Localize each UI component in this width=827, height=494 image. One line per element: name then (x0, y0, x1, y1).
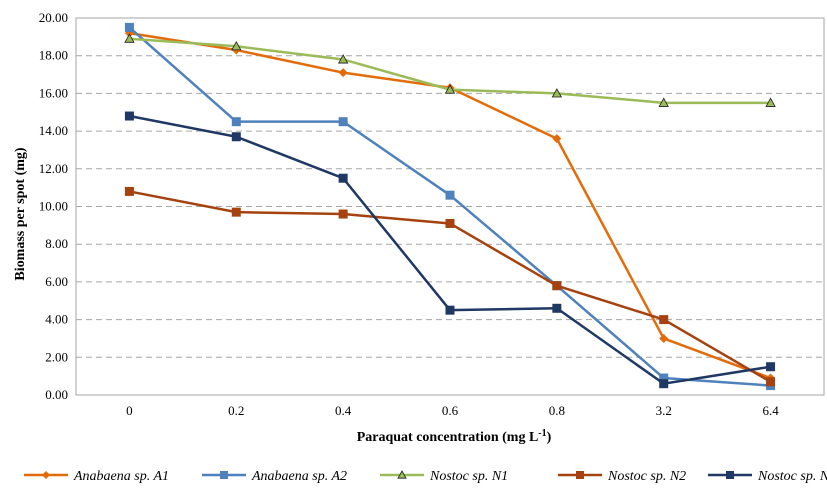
data-point (124, 28, 134, 38)
y-tick-label: 12.00 (39, 161, 68, 176)
y-tick-label: 0.00 (45, 387, 68, 402)
y-tick-label: 16.00 (39, 85, 68, 100)
x-tick-label: 6.4 (762, 403, 779, 418)
gridlines (75, 17, 825, 396)
data-point (444, 84, 456, 94)
data-point (659, 373, 669, 383)
data-point (659, 333, 669, 343)
data-point (338, 209, 348, 219)
legend-item: Nostoc sp. N3 (708, 469, 827, 484)
x-tick-label: 0.6 (442, 403, 459, 418)
x-axis-tick-labels: 0 0.2 0.4 0.6 0.8 3.2 6.4 (126, 403, 779, 418)
y-tick-label: 6.00 (45, 274, 68, 289)
y-tick-label: 4.00 (45, 312, 68, 327)
x-tick-label: 0.8 (549, 403, 565, 418)
data-point (552, 134, 562, 144)
data-point (551, 88, 563, 98)
data-point (124, 186, 134, 196)
legend-label: Anabaena sp. A2 (251, 469, 347, 484)
legend-marker (726, 471, 734, 479)
y-tick-label: 8.00 (45, 236, 68, 251)
x-axis-title: Paraquat concentration (mg L-1) (357, 428, 552, 445)
y-axis-tick-labels: 0.00 2.00 4.00 6.00 8.00 10.00 12.00 14.00 16.00… (39, 10, 68, 402)
x-tick-label: 0.4 (335, 403, 352, 418)
y-axis-title: Biomass per spot (mg) (13, 147, 28, 280)
data-point (231, 132, 241, 142)
legend-label: Anabaena sp. A1 (73, 469, 169, 484)
series-4 (124, 111, 776, 389)
series-2 (124, 33, 776, 107)
data-point (338, 68, 348, 78)
data-point (659, 379, 669, 389)
legend-marker (576, 471, 584, 479)
series-0 (124, 28, 776, 383)
series-3 (124, 186, 776, 387)
y-tick-label: 20.00 (39, 10, 68, 25)
data-point (445, 305, 455, 315)
data-point (231, 117, 241, 127)
legend-label: Nostoc sp. N3 (757, 469, 827, 484)
data-point (124, 111, 134, 121)
x-tick-label: 0 (126, 403, 133, 418)
data-point (658, 97, 669, 107)
data-point (765, 97, 776, 107)
legend-label: Nostoc sp. N2 (607, 469, 686, 484)
y-tick-label: 2.00 (45, 349, 68, 364)
legend-item: Anabaena sp. A2 (202, 469, 347, 484)
x-tick-label: 3.2 (656, 403, 672, 418)
data-point (552, 281, 562, 291)
plot-area-frame (75, 17, 825, 396)
data-series (124, 22, 776, 391)
data-point (124, 22, 134, 32)
x-tick-label: 0.2 (228, 403, 244, 418)
legend-marker (220, 471, 228, 479)
legend-marker (397, 470, 407, 479)
data-point (337, 54, 349, 64)
data-point (766, 377, 776, 387)
legend-marker (42, 471, 50, 479)
data-point (445, 218, 455, 228)
data-point (338, 117, 348, 127)
y-tick-label: 10.00 (39, 199, 68, 214)
legend-item: Nostoc sp. N2 (558, 469, 686, 484)
x-axis-title-superscript: -1 (538, 428, 546, 439)
legend-item: Nostoc sp. N1 (380, 469, 508, 484)
legend-label: Nostoc sp. N1 (429, 469, 508, 484)
x-axis-title-suffix: ) (547, 430, 552, 445)
data-point (766, 362, 776, 372)
data-point (338, 173, 348, 183)
data-point (659, 315, 669, 325)
legend-item: Anabaena sp. A1 (24, 469, 169, 484)
y-tick-label: 18.00 (39, 48, 68, 63)
data-point (231, 207, 241, 217)
data-point (124, 33, 135, 43)
legend: Anabaena sp. A1 Anabaena sp. A2 Nostoc sp.… (24, 469, 827, 484)
y-tick-label: 14.00 (39, 123, 68, 138)
data-point (445, 190, 455, 200)
data-point (231, 40, 242, 51)
x-axis-title-main: Paraquat concentration (mg L (357, 430, 539, 445)
data-point (552, 303, 562, 313)
